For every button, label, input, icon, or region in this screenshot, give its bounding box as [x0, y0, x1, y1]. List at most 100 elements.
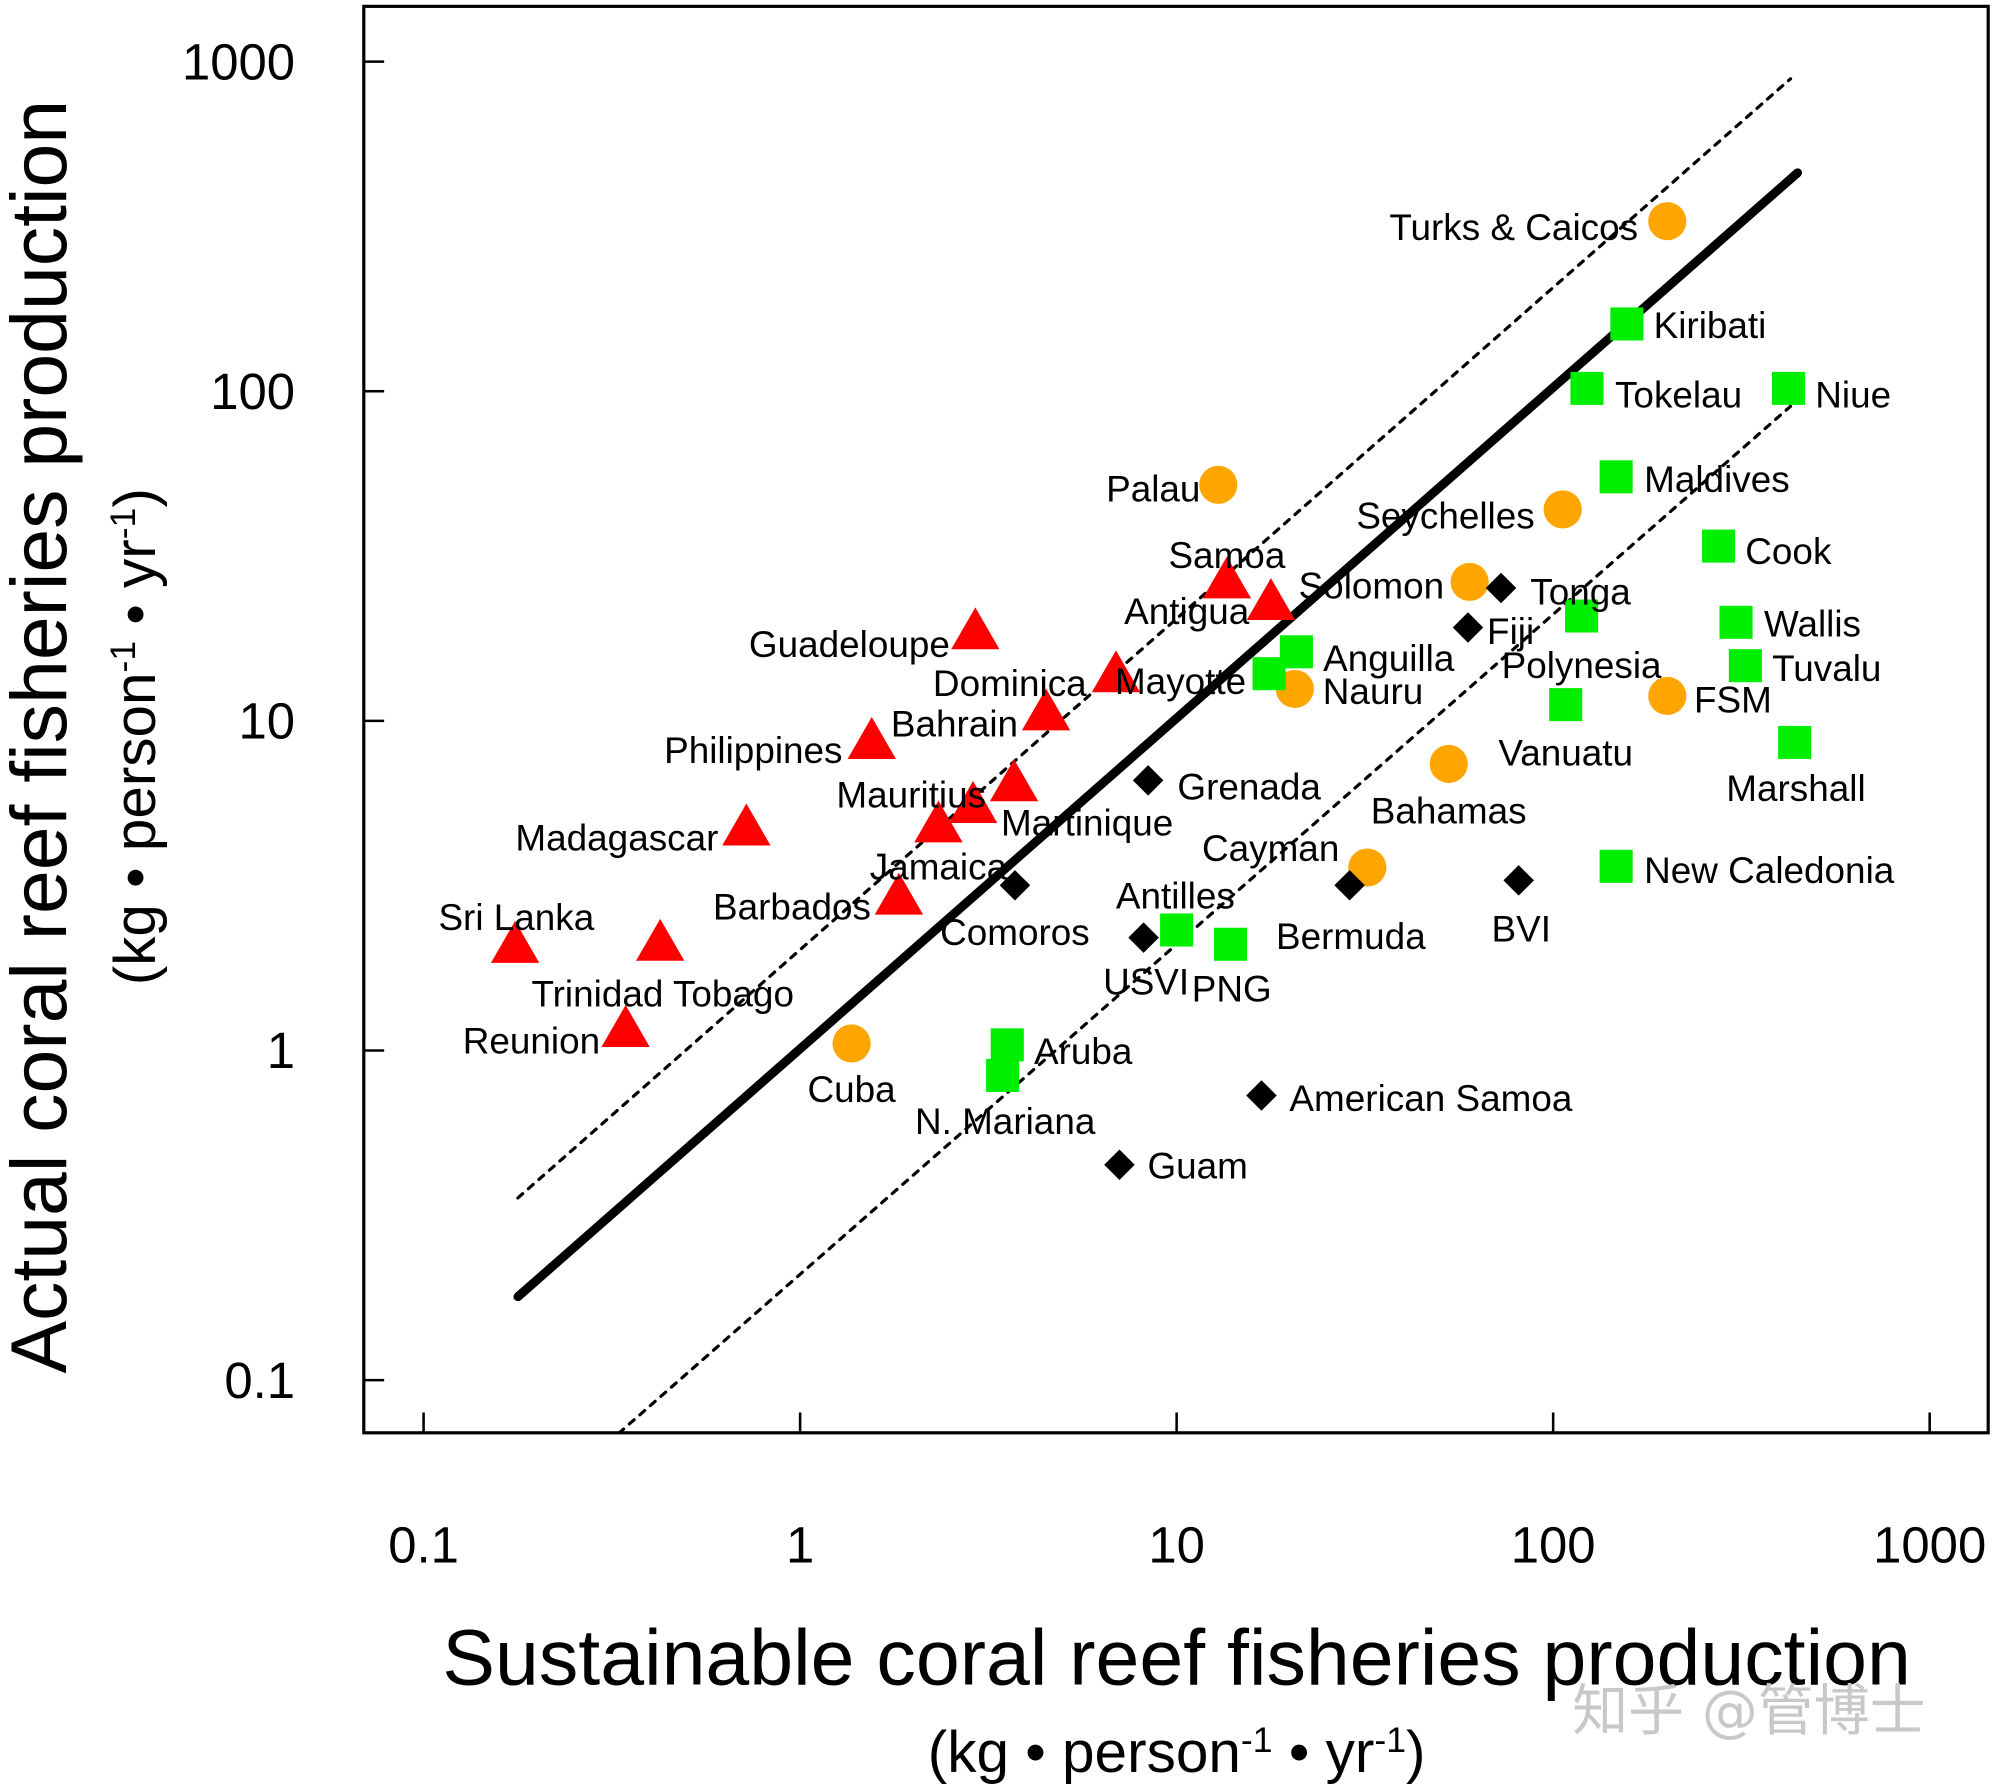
- x-tick-label: 0.1: [388, 1516, 459, 1573]
- label-tonga: Tonga: [1530, 572, 1631, 613]
- data-point-turks-caicos: [1648, 202, 1687, 241]
- data-point-cuba: [832, 1024, 871, 1063]
- data-point-bahrain: [1021, 688, 1071, 731]
- data-point-palau: [1199, 465, 1238, 504]
- data-point-tokelau: [1570, 371, 1604, 405]
- x-axis-units: (kg • person-1 • yr-1): [928, 1720, 1426, 1785]
- y-tick-label: 1: [267, 1022, 295, 1079]
- label-mauritius: Mauritius: [836, 775, 986, 816]
- data-point-png: [1213, 927, 1248, 961]
- data-point-bahamas: [1429, 744, 1468, 784]
- data-points: [490, 202, 1812, 1181]
- reference-lines: [513, 77, 1803, 1433]
- data-point-maldives: [1599, 460, 1633, 494]
- y-tick-label: 1000: [182, 33, 295, 90]
- label-png: PNG: [1192, 968, 1272, 1009]
- label-wallis: Wallis: [1764, 603, 1861, 644]
- label-dominica: Dominica: [933, 663, 1087, 704]
- y-tick-label: 10: [239, 693, 296, 750]
- data-point-polynesia: [1565, 599, 1599, 633]
- data-point-aruba: [990, 1028, 1024, 1062]
- label-bvi: BVI: [1492, 908, 1551, 949]
- label-philippines: Philippines: [664, 730, 842, 771]
- y-tick-label: 100: [210, 363, 295, 420]
- label-niue: Niue: [1815, 374, 1891, 415]
- data-point-trinidad-tobago: [636, 918, 685, 961]
- label-bahrain: Bahrain: [891, 704, 1018, 745]
- label-barbados: Barbados: [713, 887, 871, 928]
- data-point-kiribati: [1610, 307, 1644, 341]
- data-point-marshall: [1778, 725, 1812, 759]
- data-point-solomon: [1450, 562, 1489, 601]
- data-point-comoros: [999, 870, 1031, 901]
- label-solomon: Solomon: [1299, 565, 1445, 606]
- label-guadeloupe: Guadeloupe: [749, 624, 950, 665]
- label-tuvalu: Tuvalu: [1772, 648, 1881, 689]
- label-fiji: Fiji: [1487, 611, 1534, 652]
- label-mayotte: Mayotte: [1115, 661, 1246, 702]
- x-tick-label: 1: [786, 1516, 814, 1573]
- label-tokelau: Tokelau: [1615, 374, 1742, 415]
- label-n-mariana: N. Mariana: [915, 1101, 1096, 1142]
- data-point-bermuda: [1334, 870, 1365, 901]
- y-axis-units: (kg • person-1 • yr-1): [103, 488, 168, 985]
- label-anguilla: Anguilla: [1323, 638, 1455, 679]
- label-fsm: FSM: [1694, 679, 1772, 720]
- label-reunion: Reunion: [463, 1020, 600, 1061]
- data-point-cook: [1702, 529, 1736, 563]
- data-point-new-caledonia: [1599, 849, 1633, 883]
- data-point-usvi: [1128, 922, 1159, 953]
- y-tick-label: 0.1: [224, 1352, 295, 1409]
- data-point-philippines: [847, 717, 896, 759]
- data-point-mauritius: [989, 759, 1039, 802]
- label-american-samoa: American Samoa: [1289, 1078, 1572, 1119]
- y-axis-title: Actual coral reef fisheries production: [0, 100, 83, 1374]
- data-point-reunion: [601, 1005, 650, 1047]
- dotted-reference-line-1: [516, 77, 1793, 1200]
- label-grenada: Grenada: [1177, 766, 1321, 807]
- label-palau: Palau: [1106, 468, 1200, 509]
- data-point-dominica: [1091, 650, 1141, 693]
- label-antigua: Antigua: [1124, 591, 1250, 632]
- label-trinidad-tobago: Trinidad Tobago: [531, 974, 794, 1015]
- label-marshall: Marshall: [1726, 768, 1865, 809]
- x-tick-label: 100: [1511, 1516, 1596, 1573]
- data-point-american-samoa: [1246, 1080, 1277, 1111]
- label-samoa: Samoa: [1168, 535, 1285, 576]
- data-point-seychelles: [1543, 490, 1582, 529]
- x-axis-title: Sustainable coral reef fisheries product…: [442, 1613, 1910, 1701]
- label-bermuda: Bermuda: [1276, 916, 1426, 957]
- data-point-barbados: [874, 872, 924, 915]
- data-point-bvi: [1503, 865, 1534, 896]
- data-point-fsm: [1648, 676, 1687, 715]
- label-maldives: Maldives: [1644, 459, 1790, 500]
- data-point-tuvalu: [1728, 649, 1762, 683]
- label-kiribati: Kiribati: [1654, 305, 1767, 346]
- label-usvi: USVI: [1103, 962, 1189, 1003]
- label-vanuatu: Vanuatu: [1498, 733, 1633, 774]
- label-seychelles: Seychelles: [1356, 495, 1534, 536]
- data-point-mayotte: [1252, 657, 1286, 691]
- label-guam: Guam: [1147, 1146, 1247, 1187]
- data-point-grenada: [1132, 765, 1164, 796]
- data-point-wallis: [1719, 605, 1753, 639]
- watermark: 知乎 @管博士: [1572, 1679, 1925, 1744]
- label-madagascar: Madagascar: [515, 818, 718, 859]
- data-point-guadeloupe: [951, 607, 1000, 650]
- data-point-sri-lanka: [490, 920, 540, 963]
- label-antilles: Antilles: [1116, 875, 1235, 916]
- x-tick-label: 10: [1148, 1516, 1205, 1573]
- label-martinique: Martinique: [1001, 803, 1173, 844]
- point-labels: Sri Lanka Trinidad Tobago Reunion Madagasca…: [438, 207, 1894, 1186]
- data-point-fiji: [1452, 612, 1484, 643]
- data-point-samoa: [1202, 556, 1252, 599]
- label-sri-lanka: Sri Lanka: [438, 897, 594, 938]
- data-point-jamaica: [914, 800, 963, 843]
- label-cuba: Cuba: [807, 1069, 896, 1110]
- data-point-martinique: [948, 781, 998, 823]
- axis-ticks: 0.1 1 10 100 1000 0.1 1 10 100 1000: [182, 33, 1986, 1573]
- data-point-antilles: [1160, 913, 1194, 947]
- data-point-guam: [1104, 1149, 1135, 1181]
- label-cook: Cook: [1745, 531, 1832, 572]
